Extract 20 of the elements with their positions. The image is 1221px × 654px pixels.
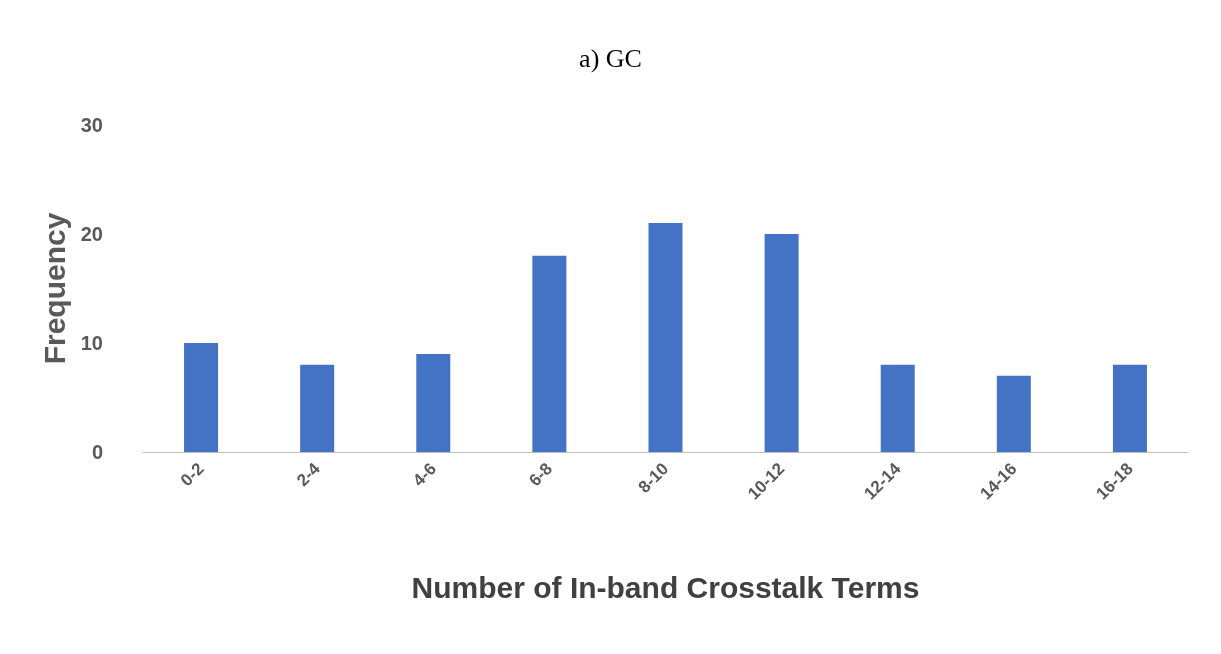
bar (532, 255, 567, 452)
chart-title: a) GC (579, 43, 642, 73)
bar (880, 364, 915, 452)
bar (648, 223, 683, 452)
bar (184, 343, 219, 452)
y-axis-title: Frequency (38, 212, 72, 365)
x-tick-label: 6-8 (525, 459, 557, 491)
y-tick-label: 30 (80, 114, 103, 136)
y-tick-label: 0 (91, 441, 103, 463)
x-tick-label: 2-4 (293, 458, 325, 491)
y-tick-label: 20 (80, 223, 103, 245)
bar (764, 234, 799, 452)
x-axis-title: Number of In-band Crosstalk Terms (411, 570, 920, 604)
bar (1112, 364, 1147, 452)
x-tick-label: 4-6 (409, 459, 440, 491)
y-tick-label: 10 (80, 332, 103, 354)
x-tick-label: 0-2 (176, 459, 208, 491)
bar (416, 353, 451, 452)
bar (300, 364, 335, 452)
bar (996, 375, 1031, 452)
